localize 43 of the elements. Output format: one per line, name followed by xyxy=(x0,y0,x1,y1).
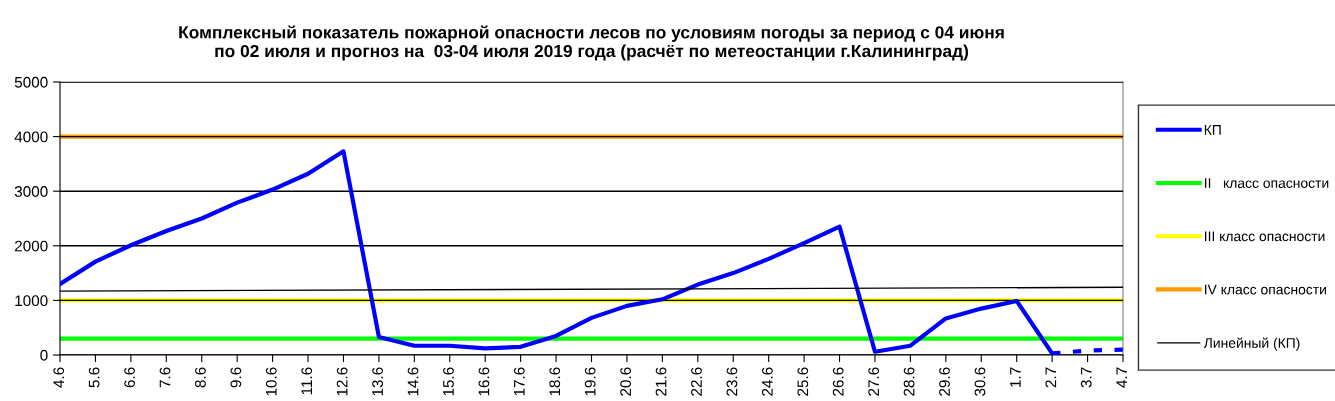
x-tick-label: 4.7 xyxy=(1116,367,1127,388)
x-tick-label: 13.6 xyxy=(372,367,383,396)
x-tick-label: 28.6 xyxy=(903,367,915,396)
x-tick-label: 21.6 xyxy=(655,367,667,396)
x-tick-label: 3.7 xyxy=(1080,367,1092,388)
legend-label: II класс опасности xyxy=(1205,178,1329,188)
x-tick-label: 1.7 xyxy=(1010,367,1021,387)
x-tick-label: 9.6 xyxy=(230,367,242,388)
x-tick-label: 17.6 xyxy=(513,367,525,396)
y-tick-label: 3000 xyxy=(14,186,48,197)
x-tick-label: 10.6 xyxy=(265,367,277,396)
x-tick-label: 18.6 xyxy=(549,367,561,396)
legend-label: III класс опасности xyxy=(1205,231,1325,242)
x-tick-label: 24.6 xyxy=(761,367,773,396)
y-tick-label: 0 xyxy=(40,349,48,361)
x-tick-label: 23.6 xyxy=(726,367,738,396)
x-tick-label: 16.6 xyxy=(478,367,490,396)
x-tick-label: 30.6 xyxy=(974,367,986,396)
x-tick-label: 20.6 xyxy=(620,367,632,396)
x-tick-label: 19.6 xyxy=(584,367,596,396)
x-tick-label: 7.6 xyxy=(159,367,171,388)
x-tick-label: 15.6 xyxy=(443,367,454,396)
x-tick-label: 8.6 xyxy=(195,367,206,388)
x-tick-label: 5.6 xyxy=(88,367,100,388)
y-tick-label: 2000 xyxy=(14,240,48,252)
x-tick-label: 27.6 xyxy=(868,367,880,396)
x-tick-label: 6.6 xyxy=(124,367,135,388)
y-tick-label: 5000 xyxy=(14,76,48,88)
x-tick-label: 12.6 xyxy=(336,367,348,396)
x-tick-label: 22.6 xyxy=(691,367,702,396)
legend-label: КП xyxy=(1204,125,1221,135)
x-tick-label: 25.6 xyxy=(797,367,809,396)
x-tick-label: 4.6 xyxy=(53,367,65,388)
x-tick-label: 26.6 xyxy=(832,367,844,396)
legend-label: Линейный (КП) xyxy=(1203,337,1300,351)
legend-label: IV класс опасности xyxy=(1205,284,1326,295)
chart-title: Комплексный показатель пожарной опасности лесов по условиям погоды за период с 04 июня по 02 июля и прогноз на 03-04 июля 2019 года (расчёт по метеостанции г.Калининград) xyxy=(179,25,1004,61)
x-tick-label: 2.7 xyxy=(1045,367,1057,388)
x-tick-label: 11.6 xyxy=(301,367,313,395)
y-tick-label: 4000 xyxy=(14,131,48,143)
x-tick-label: 14.6 xyxy=(407,367,419,396)
y-tick-label: 1000 xyxy=(15,295,48,307)
x-tick-label: 29.6 xyxy=(939,367,950,396)
